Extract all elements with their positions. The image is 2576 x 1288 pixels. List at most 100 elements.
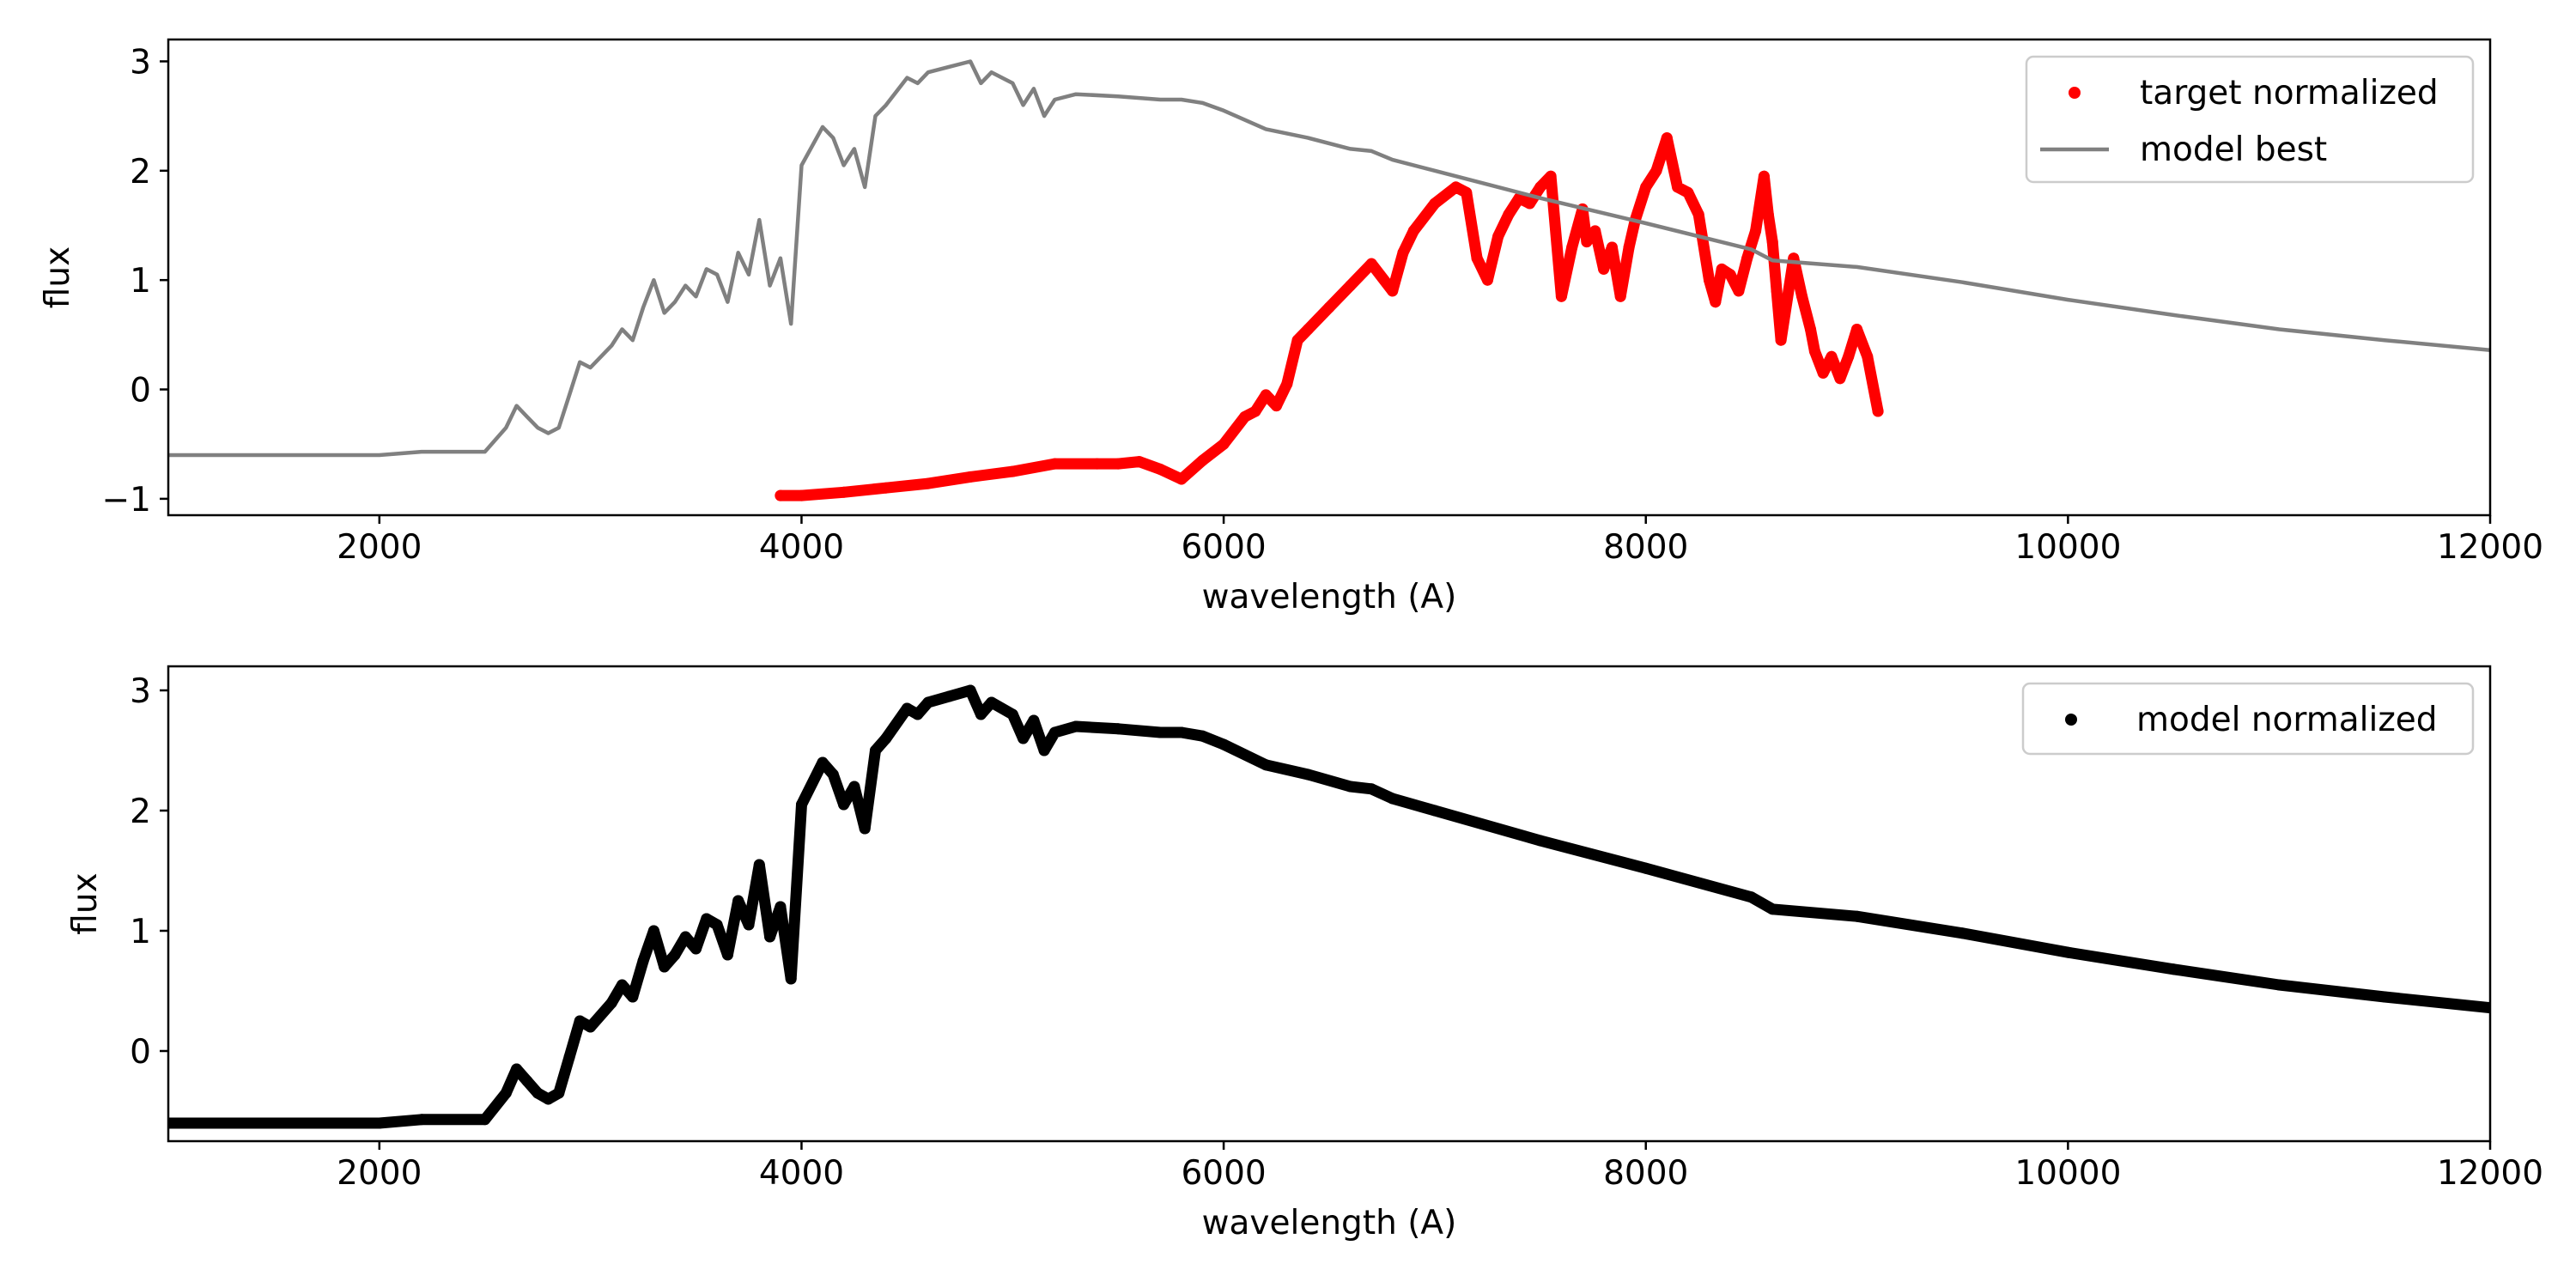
subplot-2-point-model-normalized (679, 931, 691, 943)
subplot-1-y-tick-label: 2 (130, 153, 151, 191)
subplot-1-point-target-normalized (796, 489, 807, 501)
subplot-1-point-target-normalized (1461, 186, 1473, 198)
subplot-2-point-model-normalized (659, 961, 671, 973)
subplot-1-point-target-normalized (1623, 241, 1635, 253)
subplot-2-point-model-normalized (669, 949, 681, 961)
subplot-1-point-target-normalized (1606, 241, 1618, 253)
subplot-1-point-target-normalized (964, 471, 976, 483)
subplot-2-x-tick-label: 4000 (759, 1154, 844, 1193)
subplot-2-axes-frame (167, 665, 2492, 1143)
subplot-1-point-target-normalized (1545, 170, 1557, 182)
subplot-1-x-tick-label: 2000 (337, 528, 422, 567)
subplot-2-x-axis-label: wavelength (A) (1202, 1204, 1457, 1242)
subplot-1-point-target-normalized (1650, 165, 1662, 177)
subplot-2-point-model-normalized (796, 799, 807, 811)
subplot-2-point-model-normalized (785, 973, 797, 985)
subplot-2-point-model-normalized (1070, 720, 1082, 732)
subplot-2-y-tick-label: 0 (130, 1033, 151, 1072)
subplot-2-point-model-normalized (1957, 927, 1968, 939)
subplot-2-point-model-normalized (690, 943, 702, 955)
subplot-1-point-target-normalized (1345, 280, 1357, 292)
subplot-1-point-target-normalized (1006, 465, 1018, 477)
subplot-1-point-target-normalized (1176, 473, 1188, 485)
subplot-2-point-model-normalized (848, 781, 860, 793)
subplot-1-point-target-normalized (1492, 230, 1504, 242)
subplot-1-point-target-normalized (1133, 456, 1145, 468)
subplot-2-point-model-normalized (1387, 793, 1399, 805)
subplot-1-point-target-normalized (1851, 324, 1862, 335)
subplot-1-point-target-normalized (1741, 252, 1753, 264)
subplot-2-point-model-normalized (701, 913, 713, 925)
subplot-2-point-model-normalized (986, 696, 998, 708)
subplot-1-x-tick-label: 10000 (2014, 528, 2121, 567)
subplot-1-point-target-normalized (838, 486, 850, 498)
subplot-1-point-target-normalized (1566, 241, 1578, 253)
subplot-2-legend-label-model-normalized: model normalized (2136, 701, 2438, 739)
subplot-2-point-model-normalized (1048, 726, 1060, 738)
subplot-2-point-model-normalized (553, 1087, 565, 1099)
subplot-1-y-tick-label: 0 (130, 372, 151, 410)
subplot-2-legend: model normalized (2021, 682, 2475, 756)
subplot-1-series-target-normalized (775, 132, 1884, 501)
subplot-1-point-target-normalized (1197, 454, 1208, 466)
subplot-1-point-target-normalized (1387, 285, 1399, 297)
subplot-1-y-tick-label: 1 (130, 262, 151, 301)
subplot-2-point-model-normalized (521, 1075, 533, 1087)
subplot-2-x-tick-label: 10000 (2014, 1154, 2121, 1193)
subplot-1-point-target-normalized (1733, 285, 1745, 297)
subplot-1-point-target-normalized (1323, 301, 1335, 313)
subplot-1-point-target-normalized (775, 489, 787, 501)
subplot-1-point-target-normalized (922, 477, 934, 489)
subplot-1-point-target-normalized (1581, 236, 1593, 248)
subplot-1-point-target-normalized (1843, 350, 1855, 362)
subplot-1-y-axis-label: flux (39, 246, 77, 308)
subplot-1-point-target-normalized (1862, 350, 1874, 362)
subplot-1-x-tick-label: 6000 (1181, 528, 1266, 567)
subplot-1-point-target-normalized (1640, 181, 1652, 193)
subplot-2-point-model-normalized (1260, 759, 1272, 771)
subplot-2-y-tick-label: 3 (130, 672, 151, 711)
subplot-2-point-model-normalized (838, 799, 850, 811)
subplot-1-point-target-normalized (1281, 378, 1293, 390)
subplot-1-point-target-normalized (1808, 345, 1820, 357)
subplot-1-point-target-normalized (1758, 170, 1770, 182)
subplot-1-x-tick-label: 4000 (759, 528, 844, 567)
subplot-1-point-target-normalized (1503, 209, 1515, 221)
subplot-1-x-tick-label: 8000 (1603, 528, 1688, 567)
subplot-1-point-target-normalized (1471, 252, 1483, 264)
subplot-2-point-model-normalized (2484, 1002, 2490, 1014)
subplot-2-x-tick-label: 8000 (1603, 1154, 1688, 1193)
subplot-2-point-model-normalized (1176, 726, 1188, 738)
subplot-1: 2000 4000 6000 8000 10000 12000 −1 0 1 2 3 waveleng… (39, 38, 2543, 617)
subplot-1-point-target-normalized (1796, 290, 1808, 302)
subplot-2-point-model-normalized (1218, 738, 1230, 750)
subplot-2-point-model-normalized (975, 708, 987, 720)
subplot-2-point-model-normalized (1766, 903, 1778, 915)
subplot-1-point-target-normalized (1872, 405, 1884, 417)
subplot-1-point-target-normalized (1710, 296, 1722, 308)
subplot-2-point-model-normalized (711, 919, 723, 931)
subplot-1-legend-box (2025, 55, 2475, 184)
subplot-1-point-target-normalized (1407, 225, 1419, 237)
subplot-1-y-tick-label: 3 (130, 43, 151, 82)
subplot-2-point-model-normalized (500, 1087, 512, 1099)
subplot-1-point-target-normalized (1534, 181, 1546, 193)
subplot-2-point-model-normalized (964, 684, 976, 696)
subplot-2-point-model-normalized (1018, 732, 1030, 744)
subplot-2-point-model-normalized (605, 997, 617, 1009)
subplot-2-point-model-normalized (637, 955, 649, 967)
subplot-2: 2000 4000 6000 8000 10000 12000 0 1 2 3 wavelength… (66, 665, 2543, 1242)
subplot-1-point-target-normalized (1775, 334, 1787, 346)
subplot-1-legend: target normalized model best (2025, 55, 2475, 184)
subplot-2-point-model-normalized (511, 1063, 523, 1075)
subplot-2-point-model-normalized (543, 1093, 554, 1105)
subplot-2-point-model-normalized (827, 769, 839, 781)
subplot-2-point-model-normalized (617, 979, 628, 991)
subplot-2-point-model-normalized (1429, 805, 1441, 817)
subplot-1-point-target-normalized (1260, 389, 1272, 401)
subplot-1-point-target-normalized (1450, 181, 1461, 193)
subplot-2-point-model-normalized (721, 949, 733, 961)
subplot-2-point-model-normalized (922, 696, 934, 708)
